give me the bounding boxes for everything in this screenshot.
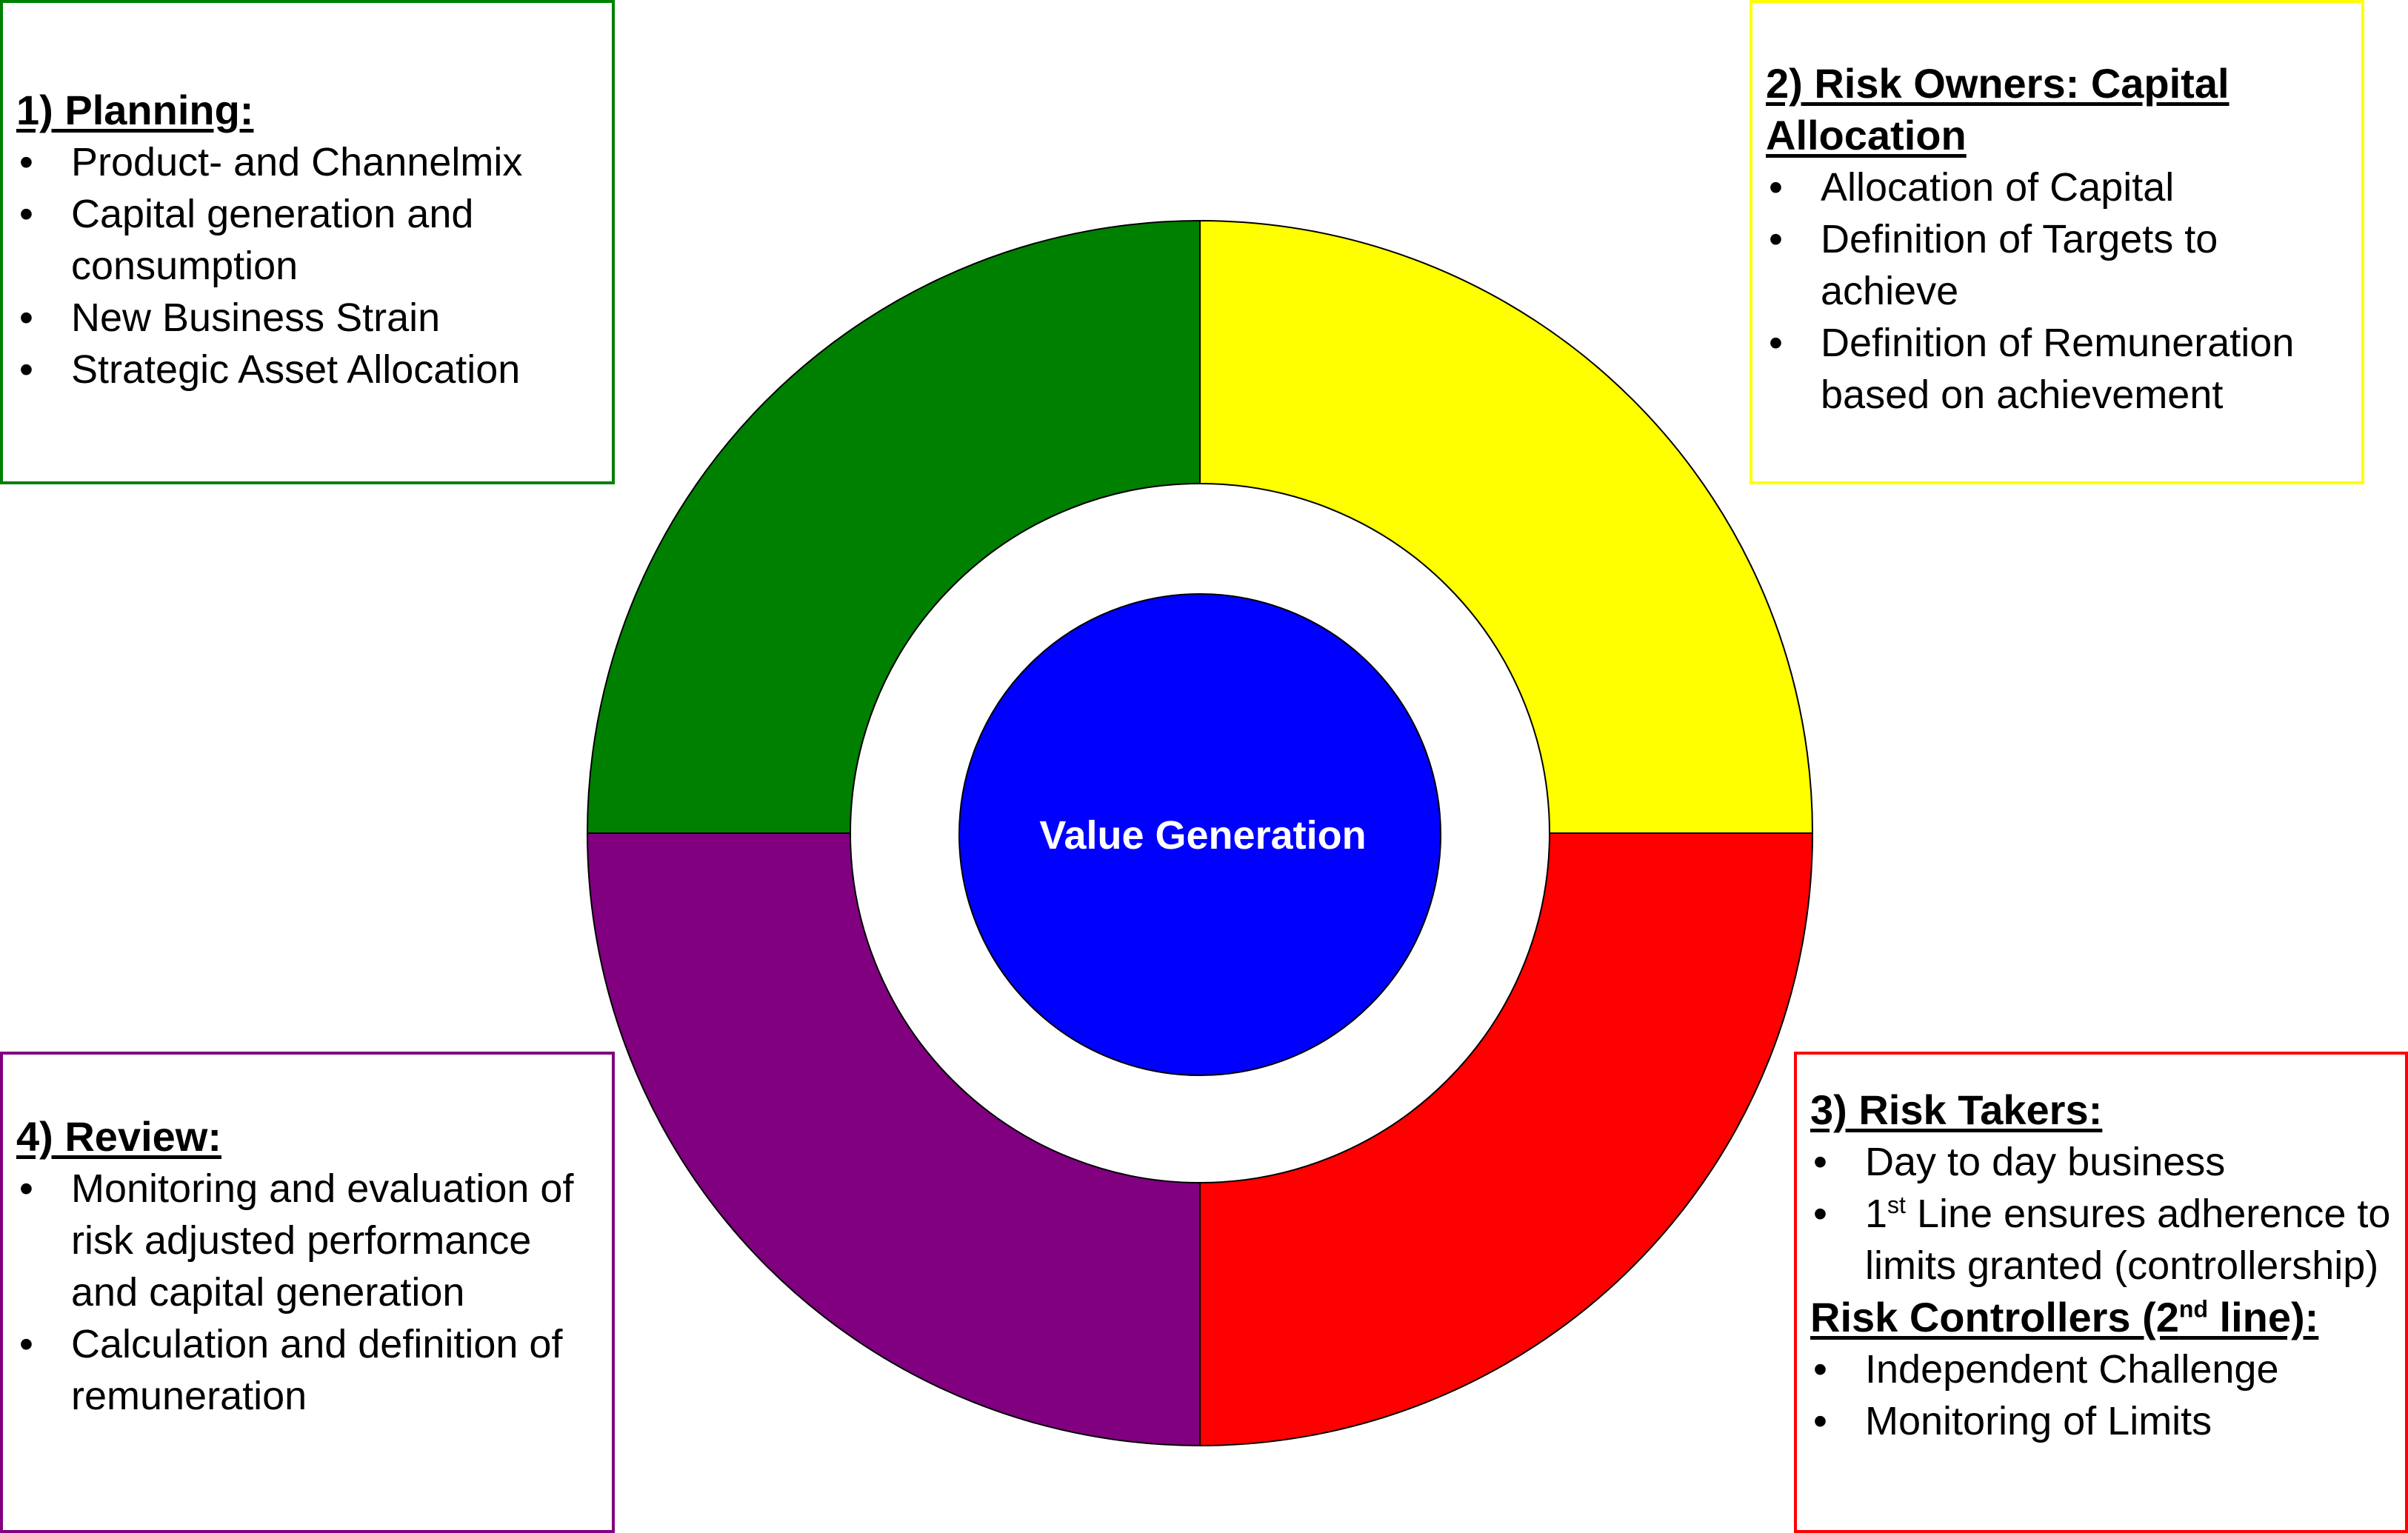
value-generation-label: Value Generation [1039, 813, 1366, 858]
list-item: Capital generation and consumption [16, 188, 598, 292]
risk-controllers-list: Independent Challenge Monitoring of Limi… [1810, 1343, 2392, 1447]
list-item: Allocation of Capital [1766, 161, 2348, 213]
first-line-superscript: st [1887, 1192, 1906, 1218]
first-line-text: Line ensures adherence to limits granted… [1865, 1192, 2391, 1288]
planning-box: 1) Planning: Product- and Channelmix Cap… [0, 0, 615, 484]
list-item: Product- and Channelmix [16, 136, 598, 188]
risk-takers-list: Day to day business 1st Line ensures adh… [1810, 1136, 2392, 1292]
risk-takers-title: 3) Risk Takers: [1810, 1086, 2103, 1133]
risk-owners-box: 2) Risk Owners: Capital Allocation Alloc… [1750, 0, 2364, 484]
risk-takers-segment [1199, 832, 1814, 1447]
list-item: Monitoring and evaluation of risk adjust… [16, 1163, 598, 1318]
value-generation-circle [958, 593, 1441, 1076]
list-item: Independent Challenge [1810, 1343, 2392, 1395]
review-list: Monitoring and evaluation of risk adjust… [16, 1163, 598, 1422]
risk-controllers-title-superscript: nd [2178, 1295, 2208, 1323]
planning-title: 1) Planning: [16, 87, 254, 133]
risk-owners-title: 2) Risk Owners: Capital Allocation [1766, 60, 2229, 158]
review-segment [586, 832, 1201, 1447]
first-line-number: 1 [1865, 1192, 1888, 1236]
risk-owners-segment [1199, 219, 1814, 834]
review-box: 4) Review: Monitoring and evaluation of … [0, 1052, 615, 1533]
list-item: Monitoring of Limits [1810, 1395, 2392, 1447]
list-item: 1st Line ensures adherence to limits gra… [1810, 1188, 2392, 1292]
list-item: Day to day business [1810, 1136, 2392, 1188]
risk-owners-list: Allocation of Capital Definition of Targ… [1766, 161, 2348, 421]
planning-list: Product- and Channelmix Capital generati… [16, 136, 598, 395]
list-item: Strategic Asset Allocation [16, 344, 598, 395]
risk-controllers-title-post: line): [2208, 1294, 2319, 1340]
risk-takers-box: 3) Risk Takers: Day to day business 1st … [1794, 1052, 2408, 1533]
planning-segment [586, 219, 1201, 834]
list-item: Calculation and definition of remunerati… [16, 1318, 598, 1422]
list-item: Definition of Targets to achieve [1766, 213, 2348, 317]
review-title: 4) Review: [16, 1113, 221, 1160]
risk-controllers-title-pre: Risk Controllers (2 [1810, 1294, 2179, 1340]
risk-controllers-title: Risk Controllers (2nd line): [1810, 1292, 2392, 1343]
list-item: New Business Strain [16, 292, 598, 344]
list-item: Definition of Remuneration based on achi… [1766, 317, 2348, 421]
